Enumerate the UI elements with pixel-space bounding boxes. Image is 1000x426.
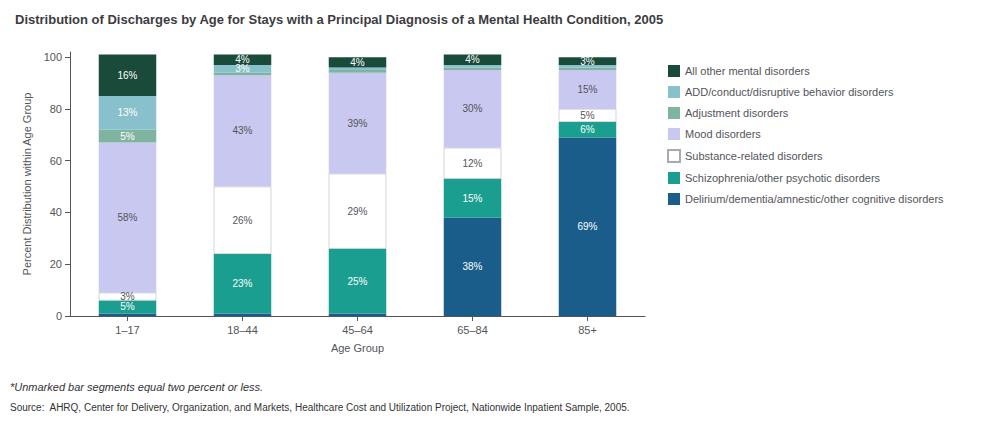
svg-text:40: 40 <box>50 206 62 218</box>
svg-text:12%: 12% <box>462 158 482 169</box>
svg-text:29%: 29% <box>347 206 367 217</box>
svg-text:30%: 30% <box>462 103 482 114</box>
svg-text:Distribution of Discharges by: Distribution of Discharges by Age for St… <box>15 12 663 27</box>
svg-text:4%: 4% <box>350 57 365 68</box>
svg-text:16%: 16% <box>117 70 137 81</box>
svg-text:4%: 4% <box>465 54 480 65</box>
svg-text:1–17: 1–17 <box>115 324 139 336</box>
svg-text:43%: 43% <box>232 125 252 136</box>
svg-text:3%: 3% <box>235 63 250 75</box>
svg-text:All other mental disorders: All other mental disorders <box>685 65 810 77</box>
svg-text:Source: AHRQ, Center for Deli: Source: AHRQ, Center for Delivery, Organ… <box>10 402 630 413</box>
svg-text:Age Group: Age Group <box>331 342 384 354</box>
svg-text:Adjustment disorders: Adjustment disorders <box>685 107 789 119</box>
svg-text:4%: 4% <box>235 54 250 65</box>
svg-text:20: 20 <box>50 258 62 270</box>
svg-text:3%: 3% <box>120 291 135 302</box>
svg-text:*Unmarked bar segments equal t: *Unmarked bar segments equal two percent… <box>10 381 263 393</box>
svg-text:13%: 13% <box>117 107 137 118</box>
svg-text:5%: 5% <box>120 131 135 142</box>
svg-text:Percent Distribution within Ag: Percent Distribution within Age Group <box>21 93 33 276</box>
svg-text:15%: 15% <box>462 193 482 204</box>
svg-text:69%: 69% <box>577 221 597 232</box>
svg-text:39%: 39% <box>347 118 367 129</box>
svg-text:3%: 3% <box>580 56 595 67</box>
svg-text:38%: 38% <box>462 261 482 272</box>
svg-text:5%: 5% <box>120 301 135 312</box>
svg-text:0: 0 <box>56 310 62 322</box>
svg-text:Schizophrenia/other psychotic: Schizophrenia/other psychotic disorders <box>685 172 881 184</box>
svg-text:Substance-related disorders: Substance-related disorders <box>685 150 823 162</box>
svg-text:58%: 58% <box>117 212 137 223</box>
svg-text:Mood disorders: Mood disorders <box>685 128 761 140</box>
svg-text:ADD/conduct/disruptive behavio: ADD/conduct/disruptive behavior disorder… <box>685 86 894 98</box>
svg-text:65–84: 65–84 <box>457 324 488 336</box>
svg-text:15%: 15% <box>577 84 597 95</box>
svg-text:45–64: 45–64 <box>342 324 373 336</box>
svg-text:26%: 26% <box>232 215 252 226</box>
svg-text:18–44: 18–44 <box>227 324 258 336</box>
svg-text:23%: 23% <box>232 278 252 289</box>
svg-text:Delirium/dementia/amnestic/oth: Delirium/dementia/amnestic/other cogniti… <box>685 193 944 205</box>
svg-text:85+: 85+ <box>578 324 597 336</box>
svg-text:25%: 25% <box>347 276 367 287</box>
svg-text:5%: 5% <box>580 110 595 121</box>
svg-text:60: 60 <box>50 155 62 167</box>
svg-text:6%: 6% <box>580 124 595 135</box>
svg-text:80: 80 <box>50 103 62 115</box>
svg-text:100: 100 <box>44 51 62 63</box>
